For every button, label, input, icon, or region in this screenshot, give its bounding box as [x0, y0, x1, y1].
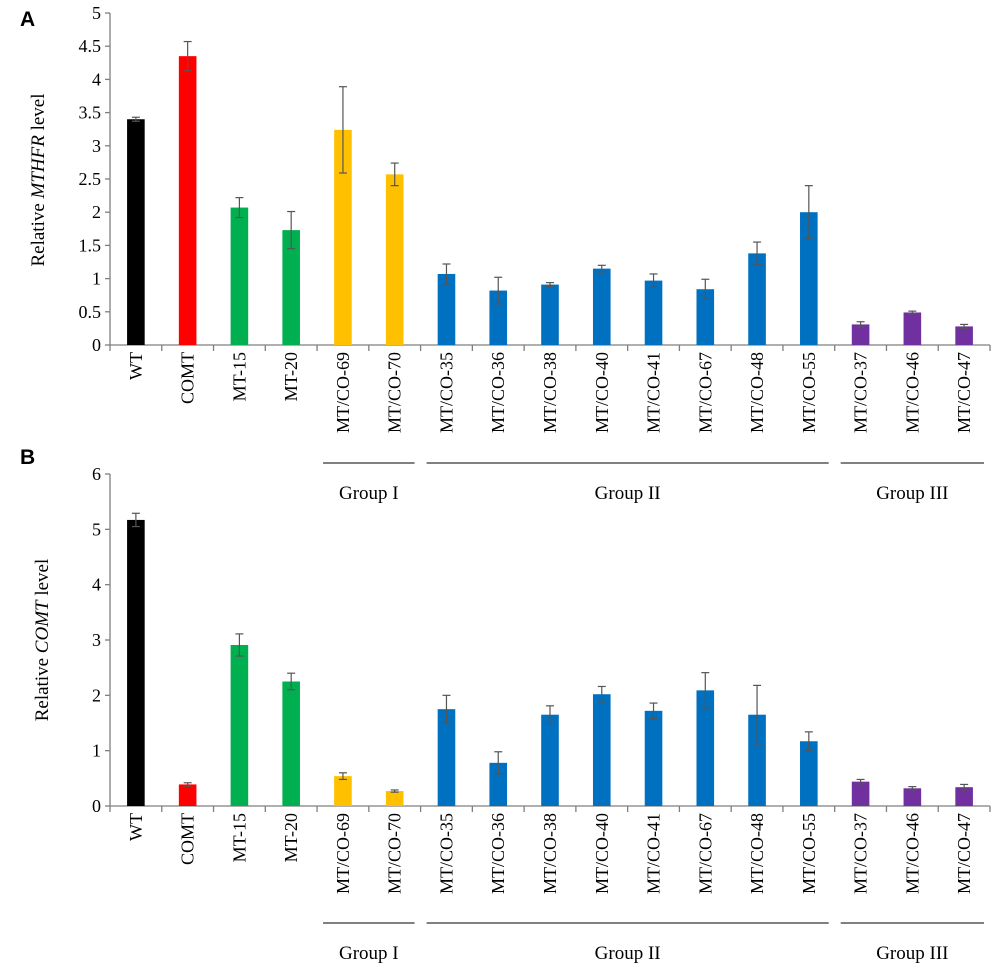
bar-mt-co-38	[541, 714, 559, 806]
bar-mt-20	[282, 230, 300, 345]
category-label: MT/CO-70	[385, 813, 405, 894]
category-label: MT/CO-55	[799, 813, 819, 894]
category-label: MT-20	[281, 813, 301, 862]
bar-mt-co-46	[903, 312, 922, 345]
bar-mt-co-69	[334, 129, 352, 345]
bar-mt-co-35	[437, 709, 456, 806]
y-tick-label: 0.5	[79, 302, 102, 322]
panel-a: A Relative MTHFR level 0 0.5 1 1.5 2 2.5 3 3.5 4…	[20, 3, 991, 504]
category-label: MT/CO-41	[644, 813, 664, 894]
y-tick-label: 0	[92, 335, 101, 355]
category-label: MT-20	[281, 352, 301, 401]
y-tick-label: 5	[92, 3, 101, 23]
bar-wt	[127, 119, 145, 346]
bar-comt	[178, 784, 197, 806]
y-tick-label: 1	[92, 741, 101, 761]
y-tick-label: 4.5	[79, 36, 102, 56]
bar-mt-co-55	[800, 741, 818, 806]
bar-mt-co-37	[851, 324, 870, 345]
bar-mt-co-46	[903, 788, 922, 806]
category-label: MT/CO-48	[747, 813, 767, 894]
category-label: MT/CO-35	[436, 352, 456, 433]
y-axis-title-a: Relative MTHFR level	[28, 93, 49, 266]
bar-comt	[178, 56, 197, 345]
category-label: MT/CO-40	[592, 813, 612, 894]
category-label: MT/CO-37	[851, 352, 871, 433]
category-label: MT/CO-46	[902, 813, 922, 894]
group-label: Group III	[876, 483, 948, 504]
category-label: COMT	[178, 813, 198, 865]
category-label: MT/CO-47	[954, 352, 974, 433]
bar-mt-co-67	[696, 289, 715, 345]
category-label: MT/CO-36	[488, 352, 508, 433]
category-label: MT/CO-48	[747, 352, 767, 433]
group-label: Group I	[339, 943, 399, 964]
bar-mt-co-36	[489, 290, 508, 345]
category-label: MT/CO-55	[799, 352, 819, 433]
bar-mt-co-41	[644, 710, 663, 806]
bar-mt-co-40	[592, 694, 611, 806]
y-tick-label: 3.5	[79, 103, 102, 123]
panel-letter-a: A	[20, 8, 35, 31]
category-label: MT-15	[229, 352, 249, 401]
category-label: MT/CO-46	[902, 352, 922, 433]
category-label: WT	[126, 813, 146, 841]
bar-mt-co-47	[955, 326, 973, 345]
category-label: MT/CO-70	[385, 352, 405, 433]
bar-mt-co-36	[489, 762, 508, 806]
bar-mt-15	[230, 207, 249, 345]
y-tick-label: 1	[92, 269, 101, 289]
panel-b: B Relative COMT level 0 1 2 3 4 5 6 WT COMT MT-15…	[20, 446, 991, 964]
y-tick-label: 0	[92, 796, 101, 816]
y-tick-label: 1.5	[79, 235, 102, 255]
bar-mt-co-38	[541, 284, 559, 345]
bar-mt-co-48	[748, 253, 766, 345]
y-tick-label: 4	[92, 575, 101, 595]
category-label: MT-15	[229, 813, 249, 862]
bar-mt-co-70	[385, 174, 404, 345]
category-label: MT/CO-67	[695, 352, 715, 433]
category-label: MT/CO-41	[644, 352, 664, 433]
category-label: MT/CO-37	[851, 813, 871, 894]
category-label: MT/CO-47	[954, 813, 974, 894]
y-tick-label: 3	[92, 136, 101, 156]
category-label: MT/CO-67	[695, 813, 715, 894]
group-label: Group II	[595, 943, 661, 964]
category-label: MT/CO-69	[333, 352, 353, 433]
group-label: Group I	[339, 483, 399, 504]
category-label: MT/CO-40	[592, 352, 612, 433]
bar-mt-co-70	[385, 791, 404, 806]
group-label: Group II	[595, 483, 661, 504]
bar-mt-co-48	[748, 714, 766, 806]
y-tick-label: 2	[92, 202, 101, 222]
bar-mt-co-40	[592, 268, 611, 345]
category-label: MT/CO-38	[540, 352, 560, 433]
panel-letter-b: B	[20, 446, 35, 469]
bar-mt-co-47	[955, 787, 973, 806]
bar-mt-co-67	[696, 690, 715, 806]
category-label: WT	[126, 352, 146, 380]
category-label: MT/CO-36	[488, 813, 508, 894]
bar-wt	[127, 519, 145, 806]
y-tick-label: 2	[92, 685, 101, 705]
category-label: MT/CO-69	[333, 813, 353, 894]
y-axis-title-b: Relative COMT level	[32, 559, 53, 722]
y-tick-label: 5	[92, 519, 101, 539]
bar-mt-20	[282, 681, 300, 806]
y-tick-label: 3	[92, 630, 101, 650]
y-tick-label: 4	[92, 69, 101, 89]
category-label: MT/CO-38	[540, 813, 560, 894]
y-tick-label: 2.5	[79, 169, 102, 189]
bar-mt-co-35	[437, 273, 456, 345]
bar-mt-co-55	[800, 212, 818, 345]
category-label: MT/CO-35	[436, 813, 456, 894]
bar-mt-15	[230, 644, 249, 806]
group-label: Group III	[876, 943, 948, 964]
bar-mt-co-37	[851, 781, 870, 806]
bar-mt-co-41	[644, 280, 663, 345]
category-label: COMT	[178, 352, 198, 404]
bar-mt-co-69	[334, 776, 352, 806]
y-tick-label: 6	[92, 464, 101, 484]
